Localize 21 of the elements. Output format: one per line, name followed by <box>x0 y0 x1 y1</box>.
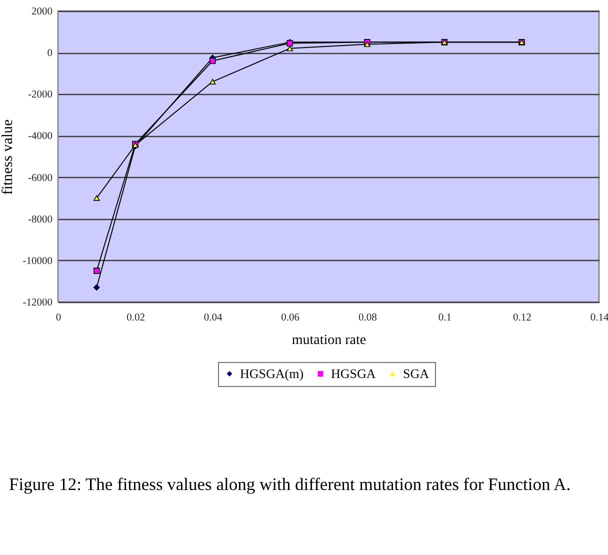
y-tick-label: -8000 <box>28 214 52 226</box>
x-axis-title: mutation rate <box>292 333 366 348</box>
y-tick-label: 2000 <box>32 6 52 18</box>
x-tick-label: 0.06 <box>281 312 300 324</box>
legend-label: HGSGA <box>331 366 376 381</box>
x-tick-label: 0.1 <box>438 312 452 324</box>
x-tick-label: 0.08 <box>358 312 377 324</box>
x-tick-label: 0.12 <box>513 312 532 324</box>
x-tick-label: 0.04 <box>204 312 224 324</box>
y-tick-label: -12000 <box>22 298 52 308</box>
caption: Figure 12: The fitness values along with different mutation rates for Function A. <box>9 474 571 495</box>
y-tick-label: 0 <box>47 48 52 60</box>
x-tick-label: 0.02 <box>126 312 145 324</box>
legend-label: SGA <box>403 366 430 381</box>
y-axis-title: fitness value <box>0 118 16 195</box>
x-tick-label: 0 <box>56 312 62 324</box>
y-tick-label: -4000 <box>28 131 52 142</box>
y-tick-label: -10000 <box>22 256 52 267</box>
y-tick-label: -6000 <box>28 172 52 184</box>
legend-label: HGSGA(m) <box>240 366 304 381</box>
y-tick-label: -2000 <box>28 90 52 101</box>
